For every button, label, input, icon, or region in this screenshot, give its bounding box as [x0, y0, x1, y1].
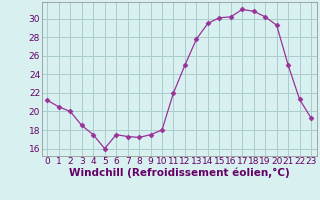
X-axis label: Windchill (Refroidissement éolien,°C): Windchill (Refroidissement éolien,°C) — [69, 168, 290, 178]
